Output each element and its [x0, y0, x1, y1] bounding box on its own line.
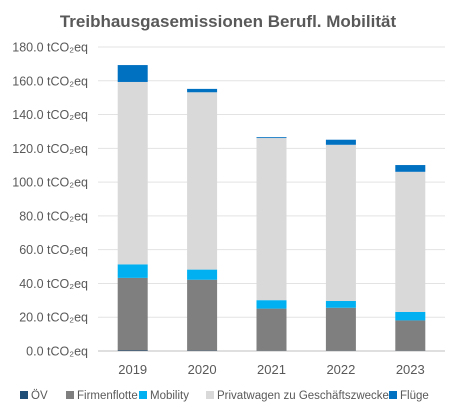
bar-segment	[256, 137, 287, 139]
legend-label: Mobility	[150, 390, 189, 402]
bar-segment	[325, 301, 356, 308]
y-tick-label: 160.0 tCO₂eq	[12, 74, 88, 88]
bar-segment	[395, 165, 426, 172]
legend-label: Privatwagen zu Geschäftszwecken	[217, 390, 395, 402]
legend: ÖV Firmenflotte Mobility Privatwagen zu Ges…	[20, 390, 429, 402]
x-tick-label: 2022	[326, 362, 355, 377]
y-tick-label: 120.0 tCO₂eq	[12, 142, 88, 156]
bar-segment	[256, 138, 287, 301]
bar-segment	[117, 264, 148, 278]
y-axis-ticks: 0.0 tCO₂eq 20.0 tCO₂eq 40.0 tCO₂eq 60.0 tCO…	[12, 41, 88, 359]
bars	[117, 65, 426, 351]
x-axis-ticks: 2019 2020 2021 2022 2023	[118, 362, 425, 377]
legend-label: Flüge	[400, 390, 429, 402]
legend-label: ÖV	[31, 390, 48, 402]
bar-segment	[117, 277, 148, 351]
x-tick-label: 2023	[396, 362, 425, 377]
bar-segment	[256, 300, 287, 309]
bar-segment	[395, 171, 426, 312]
x-tick-label: 2019	[118, 362, 147, 377]
x-tick-label: 2021	[257, 362, 286, 377]
legend-swatch	[20, 391, 28, 399]
bar-segment	[325, 139, 356, 145]
legend-swatch	[139, 391, 147, 399]
y-tick-label: 80.0 tCO₂eq	[19, 209, 88, 223]
y-tick-label: 40.0 tCO₂eq	[19, 277, 88, 291]
y-tick-label: 100.0 tCO₂eq	[12, 176, 88, 190]
y-tick-label: 0.0 tCO₂eq	[26, 345, 88, 359]
bar-segment	[187, 279, 218, 351]
legend-label: Firmenflotte	[77, 390, 138, 402]
bar-segment	[187, 269, 218, 280]
bar-segment	[256, 308, 287, 351]
bar-segment	[187, 88, 218, 93]
y-tick-label: 180.0 tCO₂eq	[12, 41, 88, 55]
y-tick-label: 20.0 tCO₂eq	[19, 311, 88, 325]
legend-swatch	[206, 391, 214, 399]
y-tick-label: 60.0 tCO₂eq	[19, 243, 88, 257]
bar-segment	[325, 144, 356, 302]
bar-segment	[117, 350, 148, 351]
chart-title: Treibhausgasemissionen Berufl. Mobilität	[60, 12, 397, 31]
bar-segment	[395, 320, 426, 351]
legend-swatch	[389, 391, 397, 399]
legend-swatch	[66, 391, 74, 399]
bar-segment	[325, 307, 356, 351]
x-tick-label: 2020	[188, 362, 217, 377]
bar-segment	[187, 92, 218, 270]
bar-segment	[395, 311, 426, 321]
bar-segment	[117, 65, 148, 82]
y-tick-label: 140.0 tCO₂eq	[12, 108, 88, 122]
bar-segment	[117, 81, 148, 265]
